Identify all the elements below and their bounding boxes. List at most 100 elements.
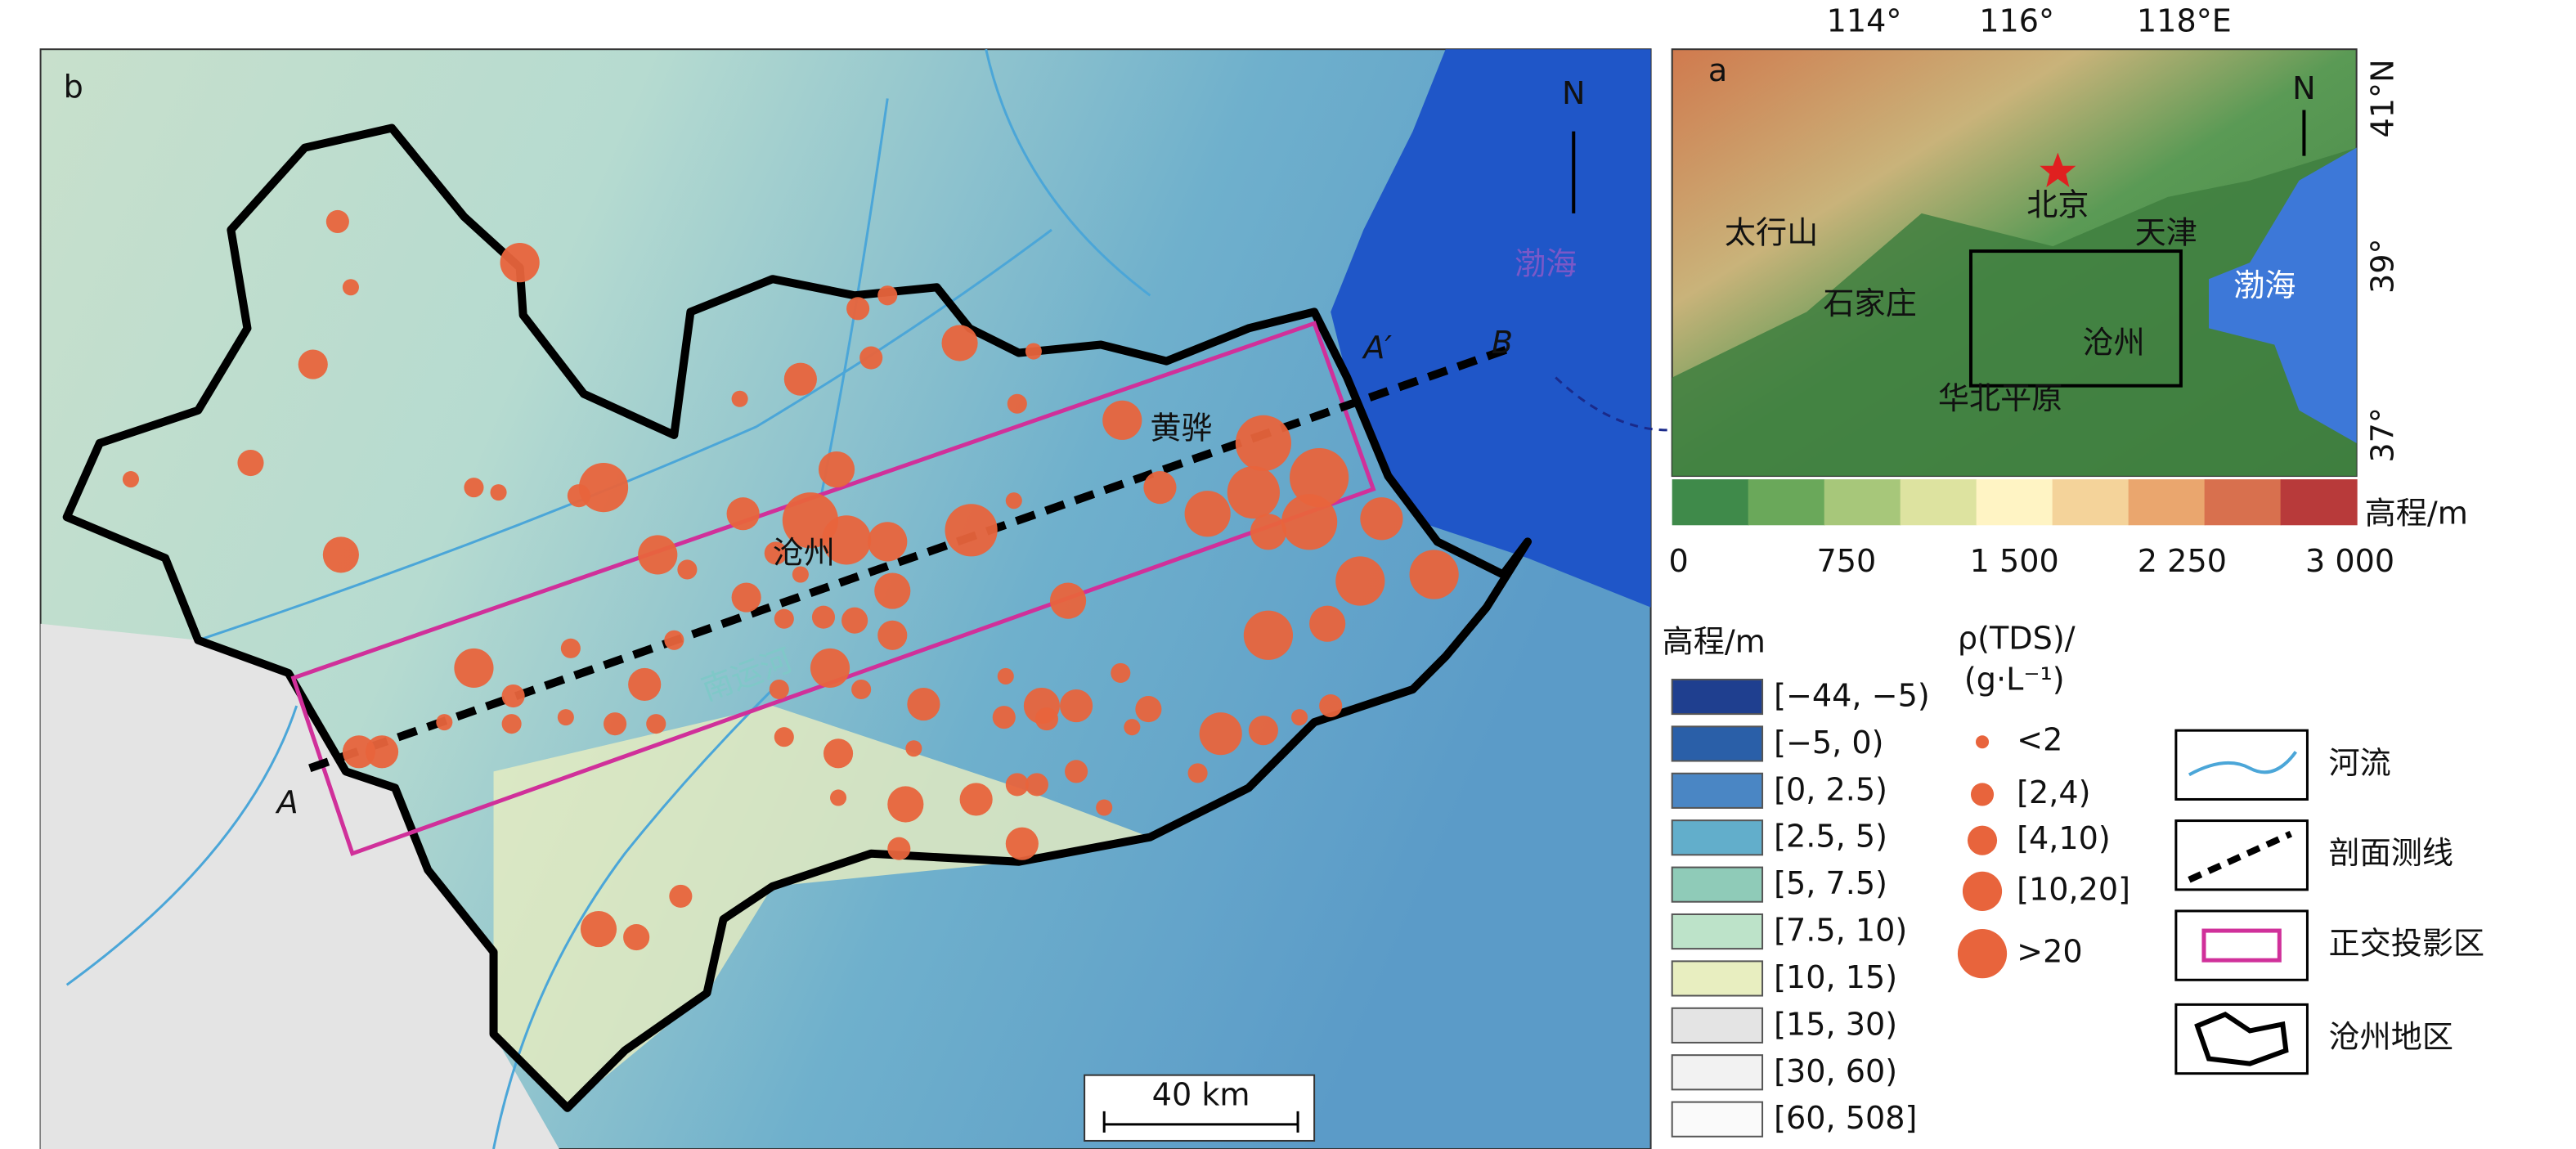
sample-point (1409, 550, 1459, 599)
sample-point (1065, 760, 1088, 783)
sea-label: 渤海 (2233, 267, 2296, 303)
panel-label: a (1708, 52, 1727, 88)
study-box (1968, 249, 2183, 388)
sample-point (821, 515, 872, 565)
sample-point (1005, 827, 1039, 860)
legend-swatch (1671, 1007, 1764, 1044)
sample-point (841, 607, 868, 634)
sample-point (1309, 605, 1346, 642)
sample-point (1049, 582, 1087, 619)
legend-label: 河流 (2329, 745, 2391, 781)
sample-point (1187, 763, 1208, 783)
river-symbol (2188, 751, 2298, 777)
colorbar-title: 高程/m (2365, 496, 2468, 532)
legend-box (2174, 909, 2309, 981)
sample-point (818, 451, 855, 488)
sea (1331, 49, 1651, 608)
legend-symbol (1957, 929, 2008, 979)
legend-label: 正交投影区 (2329, 926, 2485, 962)
sample-point (1250, 514, 1286, 550)
legend-label: [10,20] (2017, 871, 2130, 907)
sample-point (1005, 492, 1022, 509)
colorbar-step (1976, 479, 2053, 526)
sample-point (1111, 662, 1131, 683)
colorbar-step (2280, 479, 2358, 526)
sample-point (859, 346, 883, 370)
place-label: 沧州 (2082, 325, 2144, 361)
sample-point (830, 789, 847, 806)
highland (40, 623, 559, 1149)
legend-symbol (1975, 735, 1990, 749)
lon-label: 118°E (2137, 3, 2232, 39)
boundary-symbol (2194, 1012, 2289, 1066)
sample-point (1235, 415, 1292, 472)
sample-points (122, 209, 1459, 951)
panel-label: b (64, 69, 83, 105)
sample-point (1199, 712, 1242, 756)
sample-point (1184, 491, 1231, 537)
sample-point (764, 541, 788, 565)
legend-swatch (1671, 725, 1764, 762)
sample-point (122, 471, 139, 488)
sample-point (237, 449, 264, 477)
capital-star (2040, 152, 2076, 187)
sample-point (905, 740, 922, 757)
panel-b: b 黄骅 沧州 南运河 渤海 A A′ B N 40 km (39, 48, 1667, 1149)
legend-label: [7.5, 10) (1774, 913, 1907, 949)
sample-point (664, 630, 684, 650)
sample-point (731, 582, 761, 613)
sample-point (1124, 719, 1141, 736)
sample-point (792, 566, 809, 583)
place-label: 沧州 (773, 535, 835, 571)
projection-area (290, 321, 1376, 856)
legend-title: ρ(TDS)/ (1958, 620, 2076, 656)
sample-point (874, 572, 911, 609)
legend-swatch (1671, 960, 1764, 997)
legend-title: (g·L⁻¹) (1964, 661, 2065, 697)
sample-point (567, 484, 590, 508)
sample-point (365, 735, 399, 769)
sample-point (823, 738, 854, 769)
sea-label: 渤海 (1515, 246, 1577, 282)
sample-point (1227, 466, 1280, 519)
sample-point (1248, 716, 1278, 746)
legend-swatch (1671, 1101, 1764, 1138)
legend-swatch (1671, 678, 1764, 716)
sample-point (1096, 799, 1113, 816)
colorbar-step (1824, 479, 1901, 526)
colorbar-tick: 0 (1669, 543, 1689, 579)
sample-point (783, 362, 817, 396)
scale-label: 40 km (1152, 1076, 1250, 1112)
sample-point (298, 349, 328, 379)
sample-point (436, 714, 453, 731)
sample-point (490, 484, 507, 501)
sample-point (464, 478, 484, 498)
river (65, 48, 1151, 1149)
colorbar-step (1672, 479, 1749, 526)
profile-line (308, 343, 1513, 773)
sample-point (945, 504, 998, 557)
legend-swatch (1671, 866, 1764, 903)
profile-label: A (275, 784, 298, 820)
colorbar: 0 750 1 500 2 250 3 000 (1669, 479, 2394, 579)
legend-label: [60, 508] (1774, 1100, 1917, 1136)
sample-point (1135, 696, 1162, 723)
projection-symbol (2201, 928, 2282, 963)
colorbar-step (1900, 479, 1977, 526)
legend-swatch (1671, 819, 1764, 856)
colorbar-step (2052, 479, 2129, 526)
sample-point (501, 714, 522, 734)
colorbar-step (2128, 479, 2206, 526)
sample-point (580, 910, 617, 948)
legend-label: >20 (2017, 934, 2082, 970)
sample-point (342, 735, 376, 769)
sample-point (325, 209, 349, 234)
sample-point (1290, 447, 1349, 508)
sample-point (941, 325, 978, 361)
profile-label: A′ (1361, 330, 1392, 366)
legend-symbol (1967, 825, 1998, 855)
legend-label: [5, 7.5) (1774, 865, 1887, 901)
sample-point (997, 667, 1014, 684)
place-label: 北京 (2026, 186, 2089, 222)
